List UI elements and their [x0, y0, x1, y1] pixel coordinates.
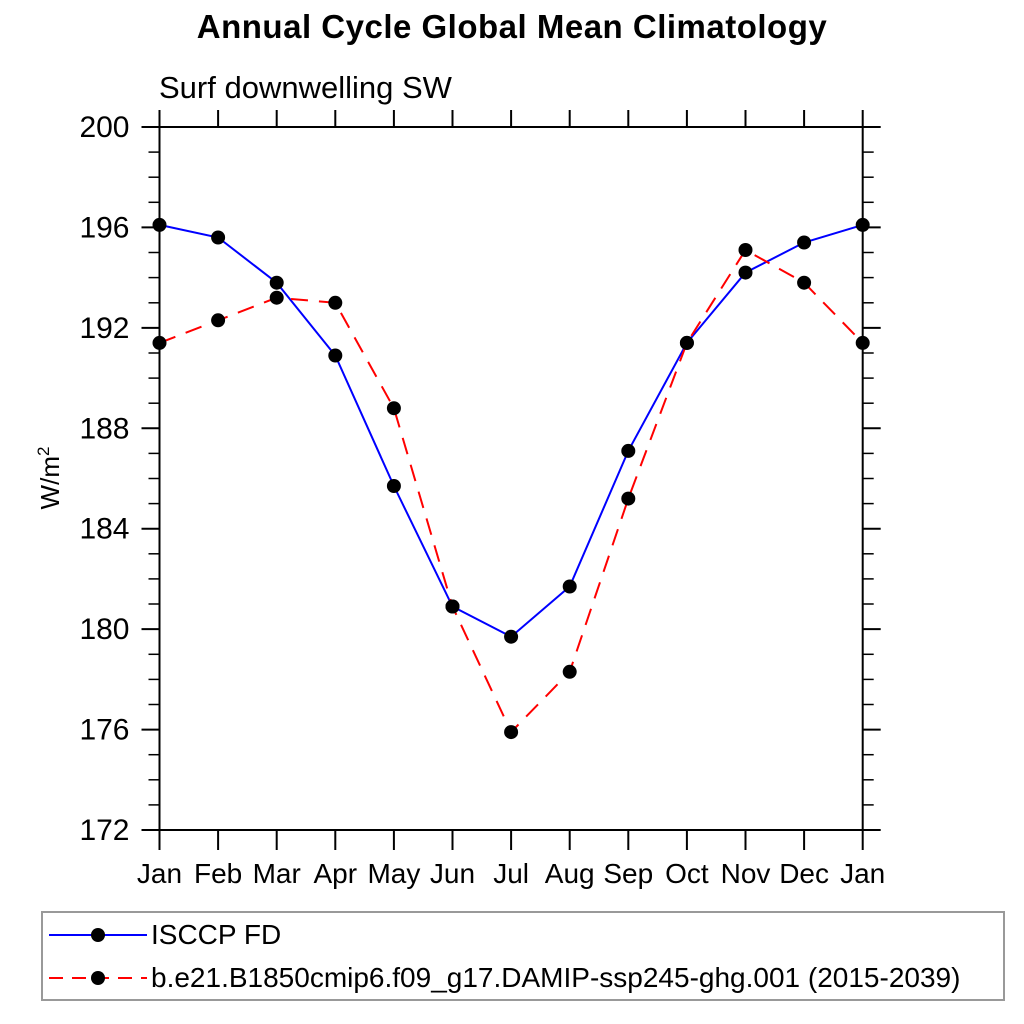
data-point: [738, 243, 753, 257]
x-tick-label: Jul: [493, 858, 529, 889]
x-tick-label: Feb: [194, 858, 242, 889]
legend-line-sample-isccp: [49, 927, 147, 942]
x-tick-label: Sep: [603, 858, 653, 889]
legend-line-sample-model: [49, 970, 147, 985]
y-tick-label: 184: [79, 513, 129, 546]
data-point: [797, 275, 812, 290]
x-tick-label: Nov: [721, 858, 771, 889]
chart-title: Annual Cycle Global Mean Climatology: [196, 8, 828, 45]
x-tick-label: Jun: [430, 858, 475, 889]
legend-item-model: b.e21.B1850cmip6.f09_g17.DAMIP-ssp245-gh…: [47, 957, 1003, 998]
data-point: [797, 235, 812, 250]
data-point: [211, 313, 226, 328]
data-point: [269, 275, 284, 290]
x-tick-label: Apr: [314, 858, 358, 889]
data-point: [269, 290, 284, 305]
x-tick-label: Jan: [840, 858, 885, 889]
data-point: [152, 335, 167, 350]
data-point: [152, 217, 167, 232]
series-line-model: [159, 248, 864, 734]
data-point: [679, 335, 694, 350]
y-tick-label: 200: [79, 111, 129, 144]
legend-label-isccp: ISCCP FD: [151, 918, 282, 950]
data-point: [328, 295, 343, 310]
data-point: [562, 664, 577, 679]
legend-marker-isccp: [91, 927, 105, 942]
x-tick-label: Jan: [137, 858, 182, 889]
data-point: [504, 629, 519, 644]
data-point: [621, 443, 636, 458]
data-point: [562, 579, 577, 594]
y-tick-label: 180: [79, 613, 129, 646]
y-tick-label: 176: [79, 714, 129, 747]
plot-frame: [158, 126, 864, 831]
series-line-isccp: [159, 223, 863, 638]
y-tick-label: 188: [79, 412, 129, 445]
data-point: [328, 348, 343, 363]
legend-marker-model: [91, 970, 105, 985]
data-point: [445, 599, 460, 614]
data-point: [211, 230, 226, 245]
chart-subtitle: Surf downwelling SW: [159, 70, 452, 105]
y-tick-label: 192: [79, 312, 129, 345]
data-point: [855, 335, 870, 350]
legend-box: ISCCP FD b.e21.B1850cmip6.f09_g17.DAMIP-…: [41, 911, 1005, 1001]
y-tick-label: 196: [79, 211, 129, 244]
data-point: [386, 401, 401, 416]
data-point: [738, 265, 753, 280]
data-point: [386, 479, 401, 493]
legend-item-isccp: ISCCP FD: [47, 914, 1003, 955]
data-point: [504, 725, 519, 740]
x-tick-label: Mar: [253, 858, 301, 889]
x-tick-label: May: [367, 858, 420, 889]
x-tick-label: Oct: [665, 858, 709, 889]
data-point: [855, 217, 870, 232]
y-tick-label: 172: [79, 814, 129, 847]
legend-label-model: b.e21.B1850cmip6.f09_g17.DAMIP-ssp245-gh…: [151, 961, 961, 993]
x-tick-label: Aug: [545, 858, 595, 889]
data-point: [621, 491, 636, 506]
x-tick-label: Dec: [779, 858, 829, 889]
